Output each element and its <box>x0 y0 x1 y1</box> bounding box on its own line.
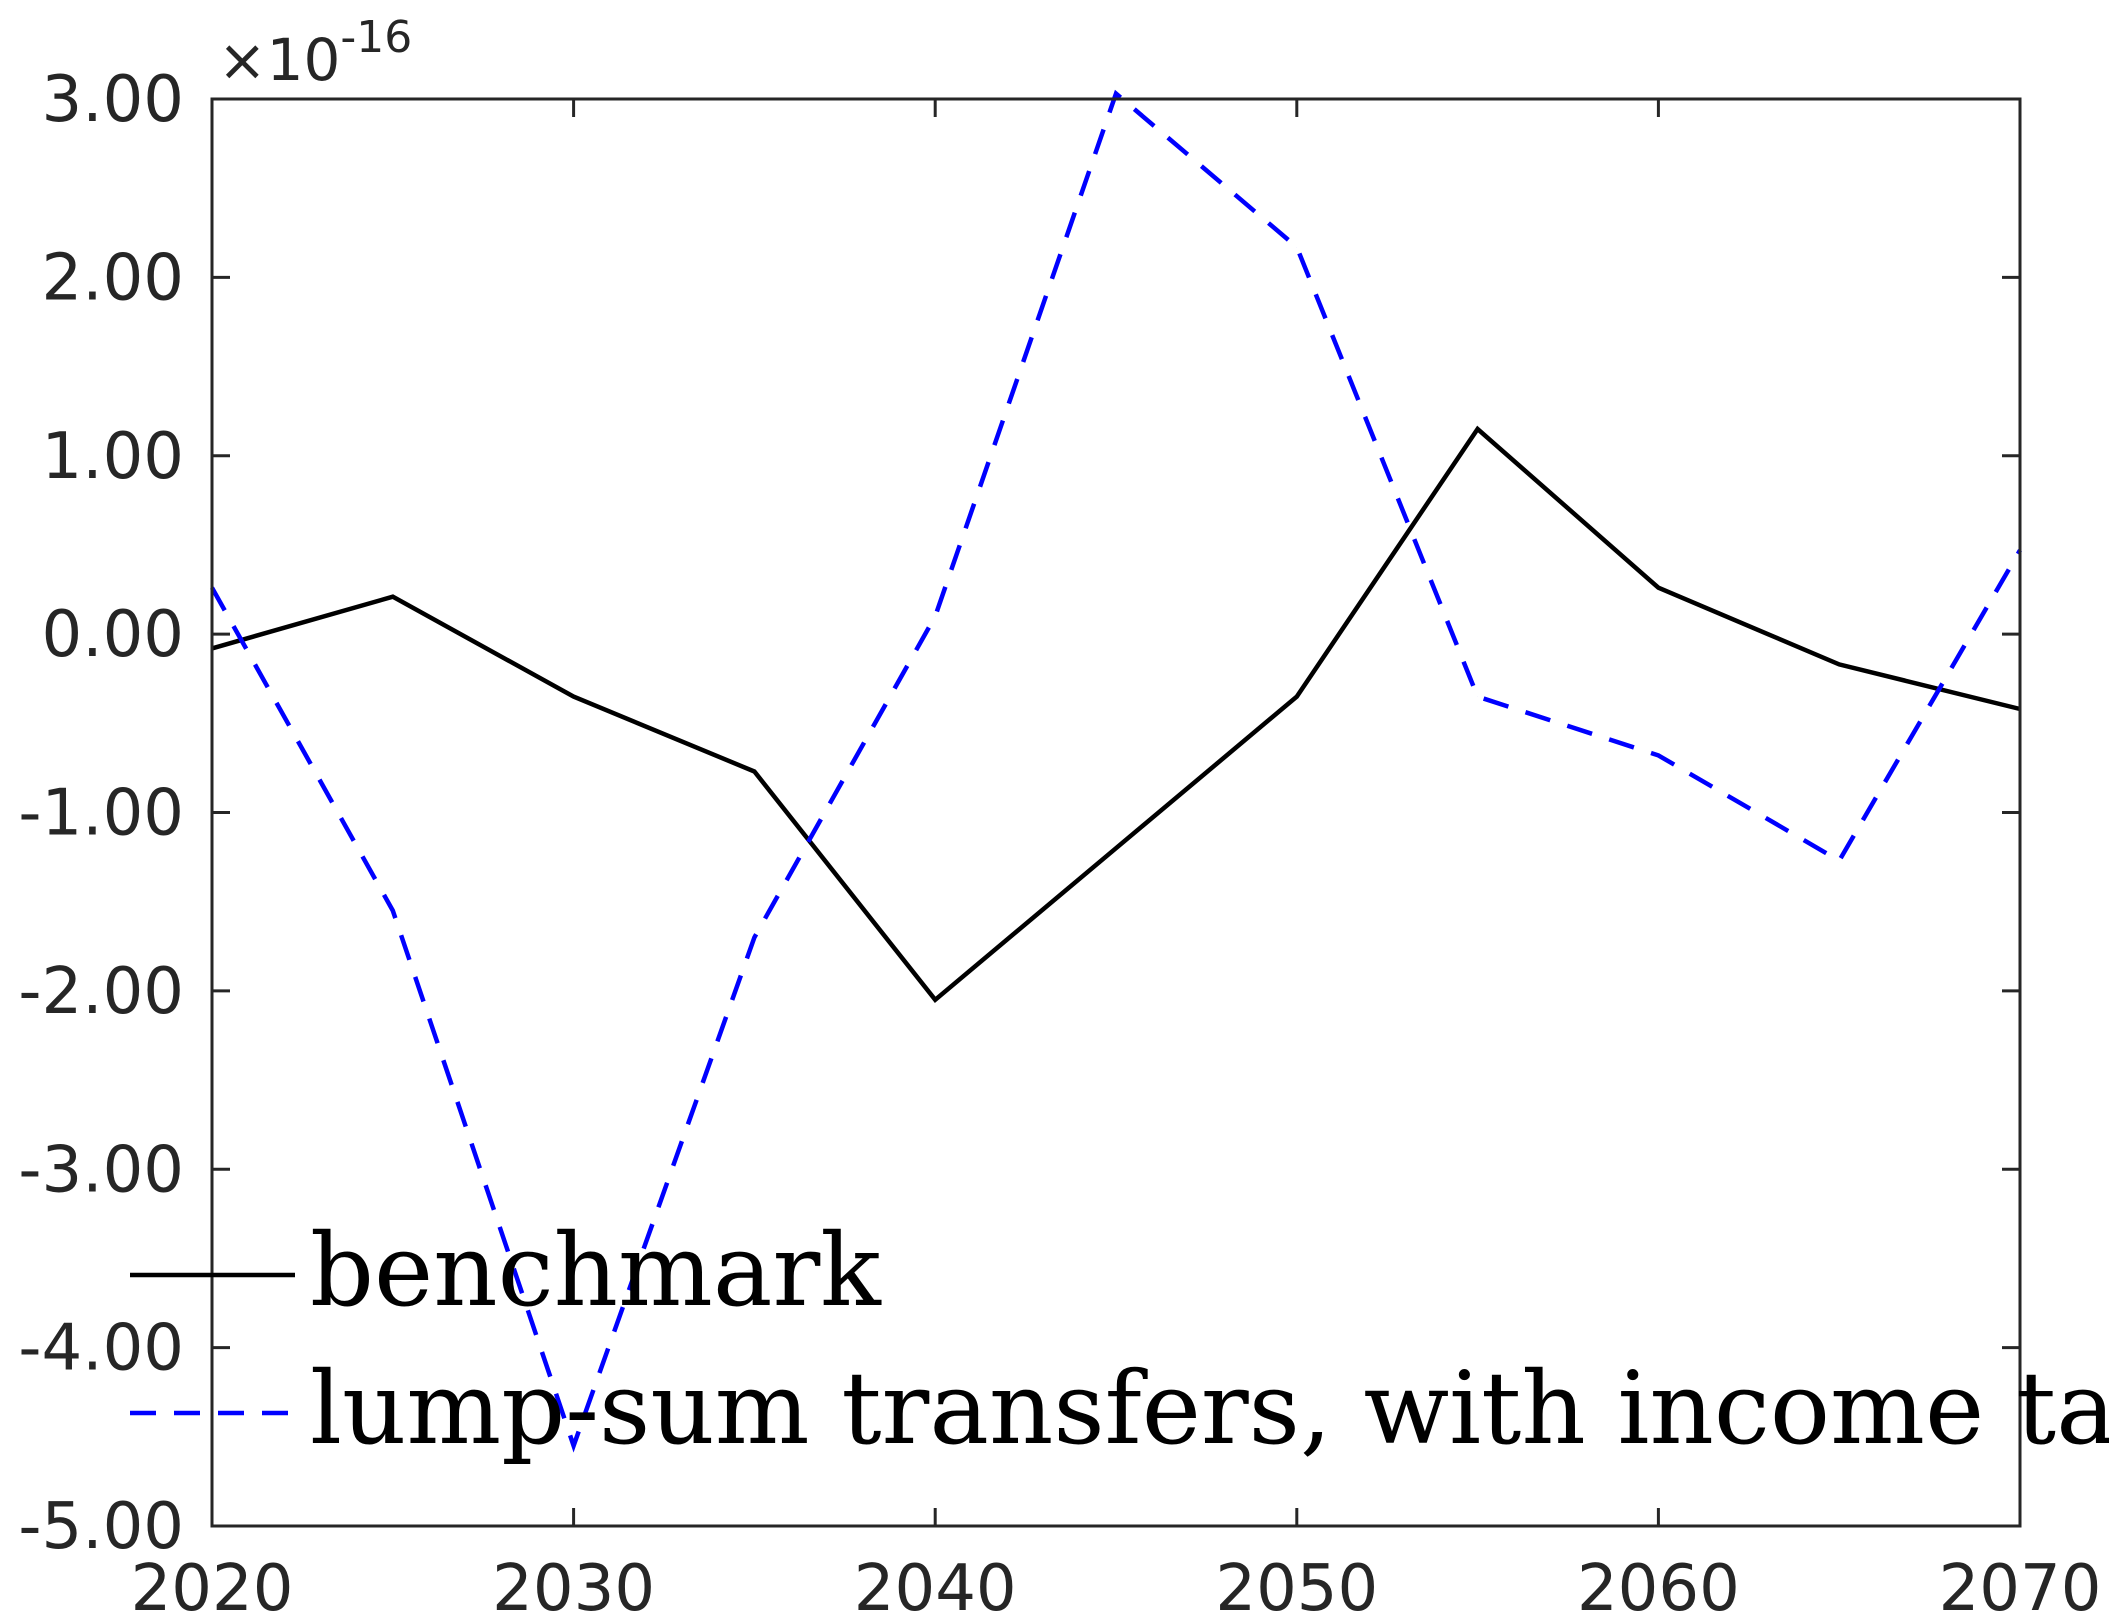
y-tick-label: -5.00 <box>18 1490 184 1564</box>
y-tick-label: 2.00 <box>42 241 185 315</box>
series-line-0 <box>211 425 2021 1004</box>
legend: benchmark lump-sum transfers, with income… <box>130 1212 2109 1467</box>
x-tick-label: 2050 <box>1215 1552 1378 1622</box>
x-tick-label: 2070 <box>1939 1552 2102 1622</box>
y-axis: 3.00 2.00 1.00 0.00 -1.00 -2.00 -3.00 -4.00 -5.0… <box>18 63 2020 1564</box>
x-axis: 2020 2030 2040 2050 2060 2070 <box>131 99 2102 1622</box>
legend-label-0: benchmark <box>310 1212 882 1329</box>
legend-label-1: lump-sum transfers, with income tax <box>310 1350 2109 1467</box>
x-tick-label: 2020 <box>131 1552 294 1622</box>
y-tick-label: 1.00 <box>42 420 185 494</box>
x-tick-label: 2040 <box>854 1552 1017 1622</box>
y-tick-label: 3.00 <box>42 63 185 137</box>
y-tick-label: -1.00 <box>18 777 184 851</box>
y-tick-label: -3.00 <box>18 1133 184 1207</box>
x-tick-label: 2060 <box>1577 1552 1740 1622</box>
y-multiplier-label: ×10-16 <box>218 12 412 94</box>
y-tick-label: -2.00 <box>18 955 184 1029</box>
y-tick-label: 0.00 <box>42 598 185 672</box>
x-tick-label: 2030 <box>492 1552 655 1622</box>
y-tick-label: -4.00 <box>18 1312 184 1386</box>
